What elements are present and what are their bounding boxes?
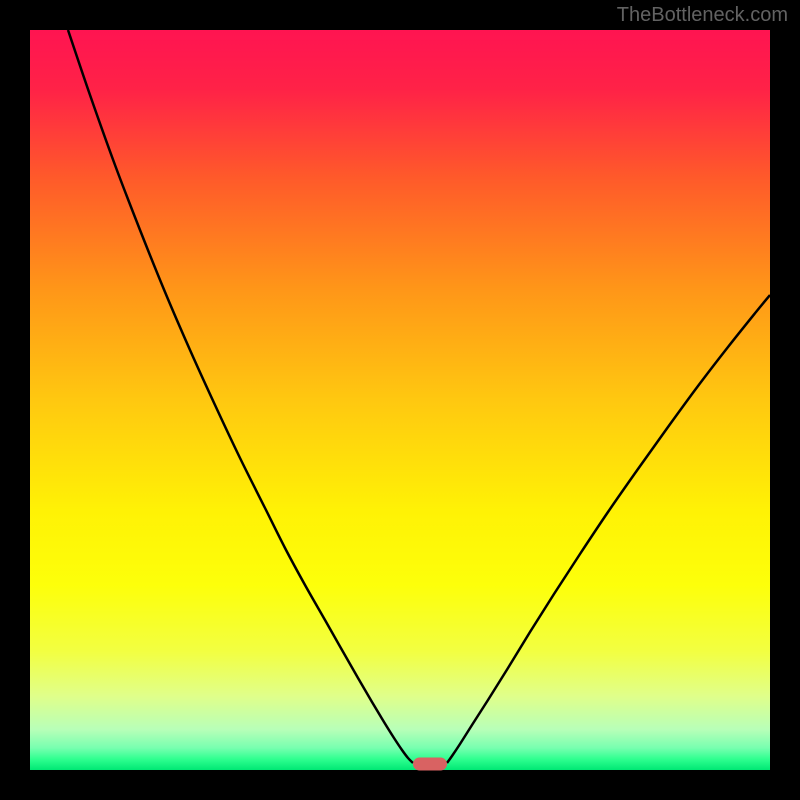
watermark: TheBottleneck.com	[617, 4, 788, 27]
right-curve	[447, 295, 770, 763]
left-curve	[68, 30, 413, 763]
curves-layer	[30, 30, 770, 770]
plot-area	[30, 30, 770, 770]
bottleneck-marker	[413, 758, 447, 771]
